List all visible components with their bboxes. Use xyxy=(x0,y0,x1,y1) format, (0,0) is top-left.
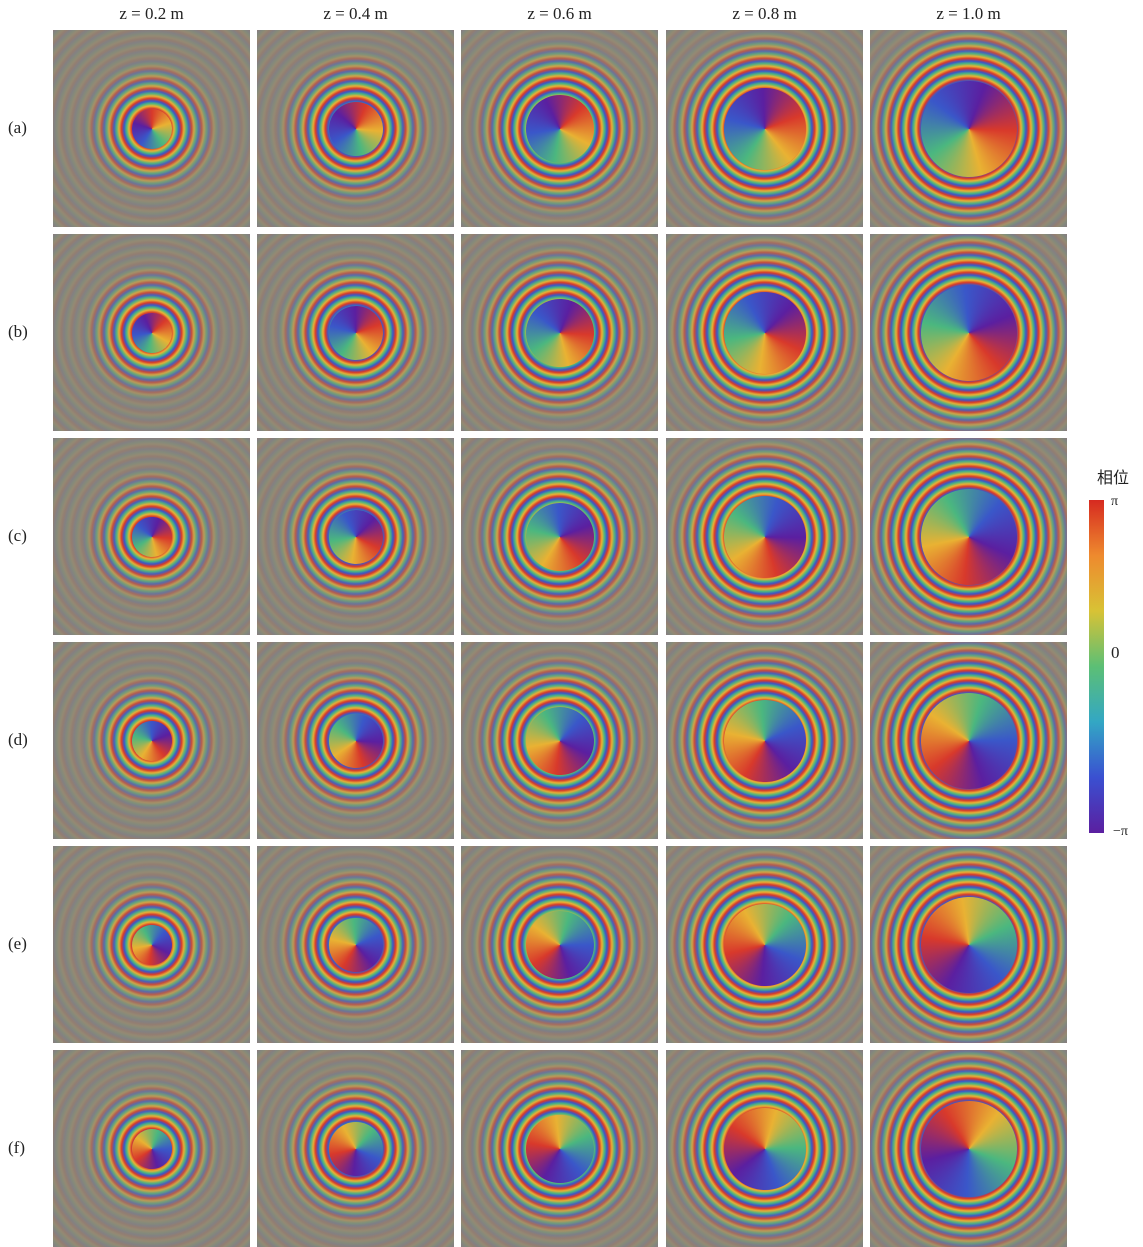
row-label: (f) xyxy=(8,1138,25,1158)
column-header: z = 0.8 m xyxy=(666,4,863,24)
phase-image xyxy=(461,846,658,1043)
phase-image xyxy=(870,846,1067,1043)
phase-image xyxy=(257,642,454,839)
column-header: z = 0.2 m xyxy=(53,4,250,24)
phase-image xyxy=(53,1050,250,1247)
phase-image xyxy=(666,1050,863,1247)
phase-image xyxy=(870,30,1067,227)
phase-image xyxy=(257,234,454,431)
figure: 相位 π 0 −π (() => { const data = JSON.par… xyxy=(0,0,1143,1243)
column-header: z = 0.6 m xyxy=(461,4,658,24)
phase-image xyxy=(461,438,658,635)
phase-image xyxy=(53,438,250,635)
row-label: (b) xyxy=(8,322,28,342)
phase-image xyxy=(870,438,1067,635)
phase-image xyxy=(666,642,863,839)
phase-image xyxy=(461,234,658,431)
phase-image xyxy=(666,846,863,1043)
row-label: (d) xyxy=(8,730,28,750)
column-header: z = 1.0 m xyxy=(870,4,1067,24)
column-header: z = 0.4 m xyxy=(257,4,454,24)
vortex-core xyxy=(132,109,172,149)
phase-image xyxy=(53,642,250,839)
colorbar-label: 0 xyxy=(1111,643,1120,663)
phase-image xyxy=(870,642,1067,839)
phase-image xyxy=(870,234,1067,431)
phase-image xyxy=(666,30,863,227)
phase-image xyxy=(461,1050,658,1247)
row-label: (e) xyxy=(8,934,27,954)
phase-image xyxy=(257,846,454,1043)
phase-image xyxy=(461,30,658,227)
colorbar-label: π xyxy=(1111,494,1118,510)
phase-image xyxy=(666,234,863,431)
phase-image xyxy=(461,642,658,839)
phase-image xyxy=(53,30,250,227)
phase-image xyxy=(666,438,863,635)
phase-image xyxy=(257,438,454,635)
colorbar-label: −π xyxy=(1113,824,1128,840)
row-label: (c) xyxy=(8,526,27,546)
phase-image xyxy=(870,1050,1067,1247)
colorbar xyxy=(1089,500,1104,833)
row-label: (a) xyxy=(8,118,27,138)
phase-image xyxy=(257,30,454,227)
phase-image xyxy=(257,1050,454,1247)
phase-image xyxy=(53,234,250,431)
colorbar-title: 相位 xyxy=(1097,464,1129,488)
phase-image xyxy=(53,846,250,1043)
